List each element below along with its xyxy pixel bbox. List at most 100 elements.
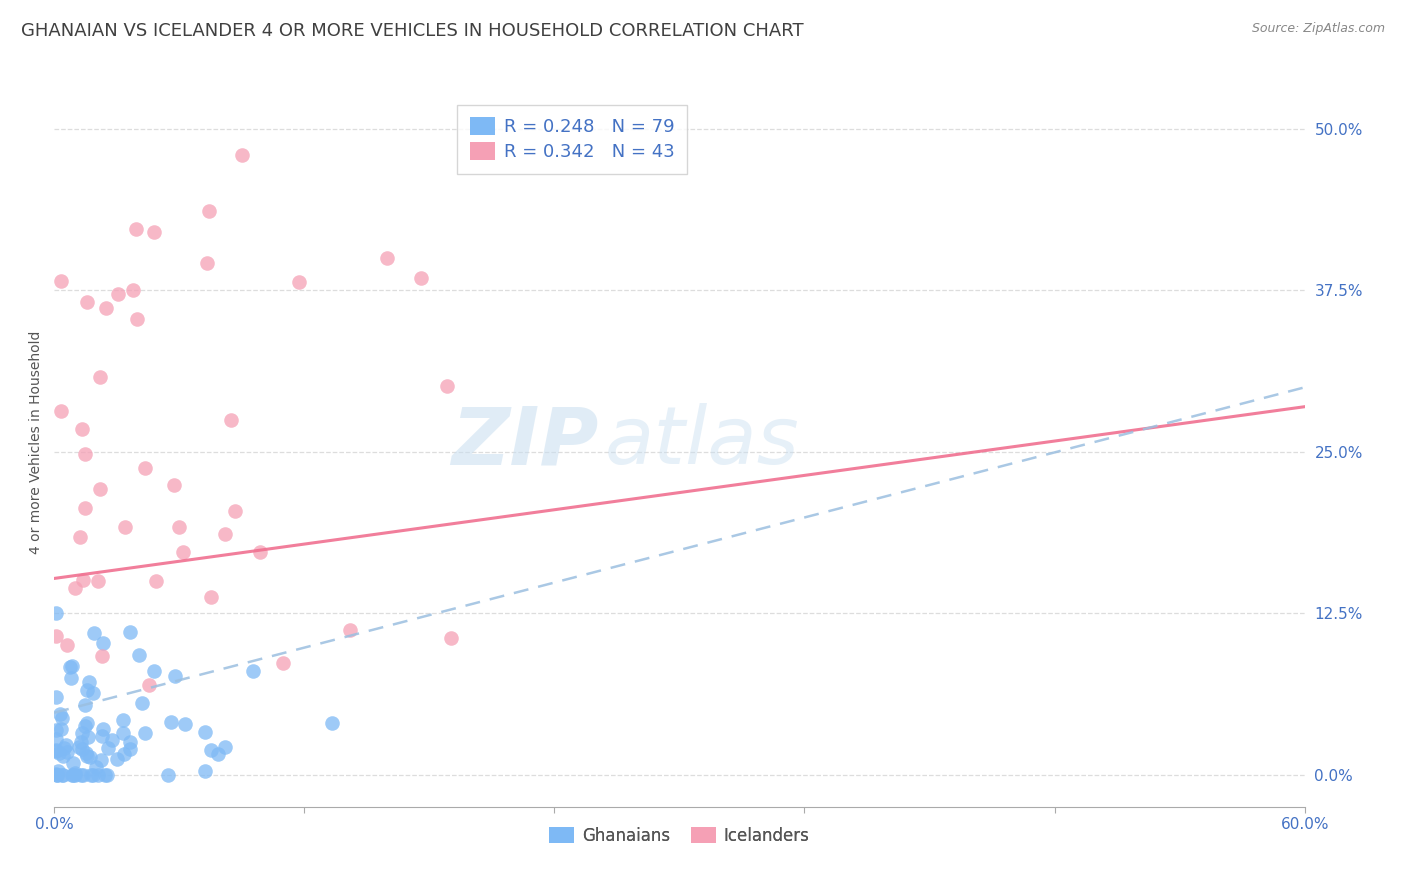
- Point: [45, 690, 67, 704]
- Point: [198, 203, 221, 218]
- Text: Source: ZipAtlas.com: Source: ZipAtlas.com: [1251, 22, 1385, 36]
- Point: [52, 749, 75, 764]
- Point: [112, 747, 135, 761]
- Point: [62, 756, 84, 770]
- Point: [101, 733, 124, 747]
- Point: [76, 748, 98, 763]
- Point: [288, 275, 311, 289]
- Point: [200, 743, 222, 757]
- Point: [79, 750, 101, 764]
- Point: [160, 715, 183, 730]
- Point: [84, 760, 107, 774]
- Point: [49, 706, 72, 721]
- Point: [89, 370, 111, 384]
- Point: [49, 404, 72, 418]
- Point: [163, 669, 186, 683]
- Point: [138, 678, 160, 692]
- Point: [163, 478, 186, 492]
- Point: [194, 725, 217, 739]
- Point: [111, 713, 134, 727]
- Point: [120, 742, 142, 756]
- Point: [249, 545, 271, 559]
- Point: [52, 768, 75, 782]
- Point: [76, 295, 98, 310]
- Point: [59, 660, 82, 674]
- Text: GHANAIAN VS ICELANDER 4 OR MORE VEHICLES IN HOUSEHOLD CORRELATION CHART: GHANAIAN VS ICELANDER 4 OR MORE VEHICLES…: [21, 22, 804, 40]
- Point: [214, 740, 236, 755]
- Point: [62, 768, 84, 782]
- Point: [207, 747, 229, 761]
- Point: [436, 379, 458, 393]
- Point: [128, 648, 150, 663]
- Point: [174, 717, 197, 731]
- Text: ZIP: ZIP: [451, 403, 598, 481]
- Point: [91, 636, 114, 650]
- Point: [45, 742, 67, 756]
- Point: [63, 581, 86, 595]
- Point: [48, 746, 70, 760]
- Point: [125, 222, 148, 236]
- Point: [172, 545, 194, 559]
- Point: [96, 301, 118, 316]
- Point: [120, 625, 142, 640]
- Point: [82, 768, 104, 782]
- Point: [63, 765, 86, 780]
- Point: [69, 530, 91, 544]
- Point: [45, 723, 67, 738]
- Point: [55, 739, 77, 753]
- Point: [45, 744, 67, 758]
- Point: [72, 422, 94, 436]
- Point: [231, 148, 253, 162]
- Point: [143, 225, 166, 239]
- Point: [214, 526, 236, 541]
- Point: [193, 764, 215, 779]
- Point: [143, 664, 166, 678]
- Point: [70, 735, 93, 749]
- Point: [45, 732, 67, 747]
- Point: [145, 574, 167, 589]
- Point: [87, 574, 110, 589]
- Point: [76, 683, 98, 698]
- Point: [72, 768, 94, 782]
- Point: [107, 287, 129, 301]
- Point: [90, 753, 112, 767]
- Point: [60, 659, 83, 673]
- Point: [72, 742, 94, 756]
- Point: [221, 413, 243, 427]
- Point: [87, 768, 110, 782]
- Point: [134, 726, 156, 740]
- Point: [72, 573, 94, 587]
- Point: [60, 671, 83, 685]
- Point: [195, 256, 218, 270]
- Point: [51, 711, 73, 725]
- Point: [200, 590, 222, 604]
- Point: [91, 729, 114, 743]
- Point: [131, 696, 153, 710]
- Point: [111, 725, 134, 739]
- Point: [96, 768, 118, 782]
- Point: [157, 768, 180, 782]
- Point: [69, 768, 91, 782]
- Point: [89, 482, 111, 496]
- Point: [125, 312, 148, 326]
- Point: [105, 752, 128, 766]
- Point: [73, 719, 96, 733]
- Legend: Ghanaians, Icelanders: Ghanaians, Icelanders: [541, 819, 818, 854]
- Point: [409, 271, 432, 285]
- Point: [56, 745, 79, 759]
- Point: [67, 739, 90, 754]
- Point: [53, 740, 76, 755]
- Point: [75, 501, 97, 516]
- Point: [45, 606, 67, 620]
- Point: [75, 447, 97, 461]
- Point: [45, 768, 67, 782]
- Point: [46, 768, 69, 782]
- Point: [440, 631, 463, 645]
- Point: [375, 252, 398, 266]
- Point: [76, 716, 98, 731]
- Point: [75, 746, 97, 760]
- Point: [45, 766, 67, 780]
- Point: [70, 726, 93, 740]
- Point: [77, 731, 100, 745]
- Point: [167, 520, 190, 534]
